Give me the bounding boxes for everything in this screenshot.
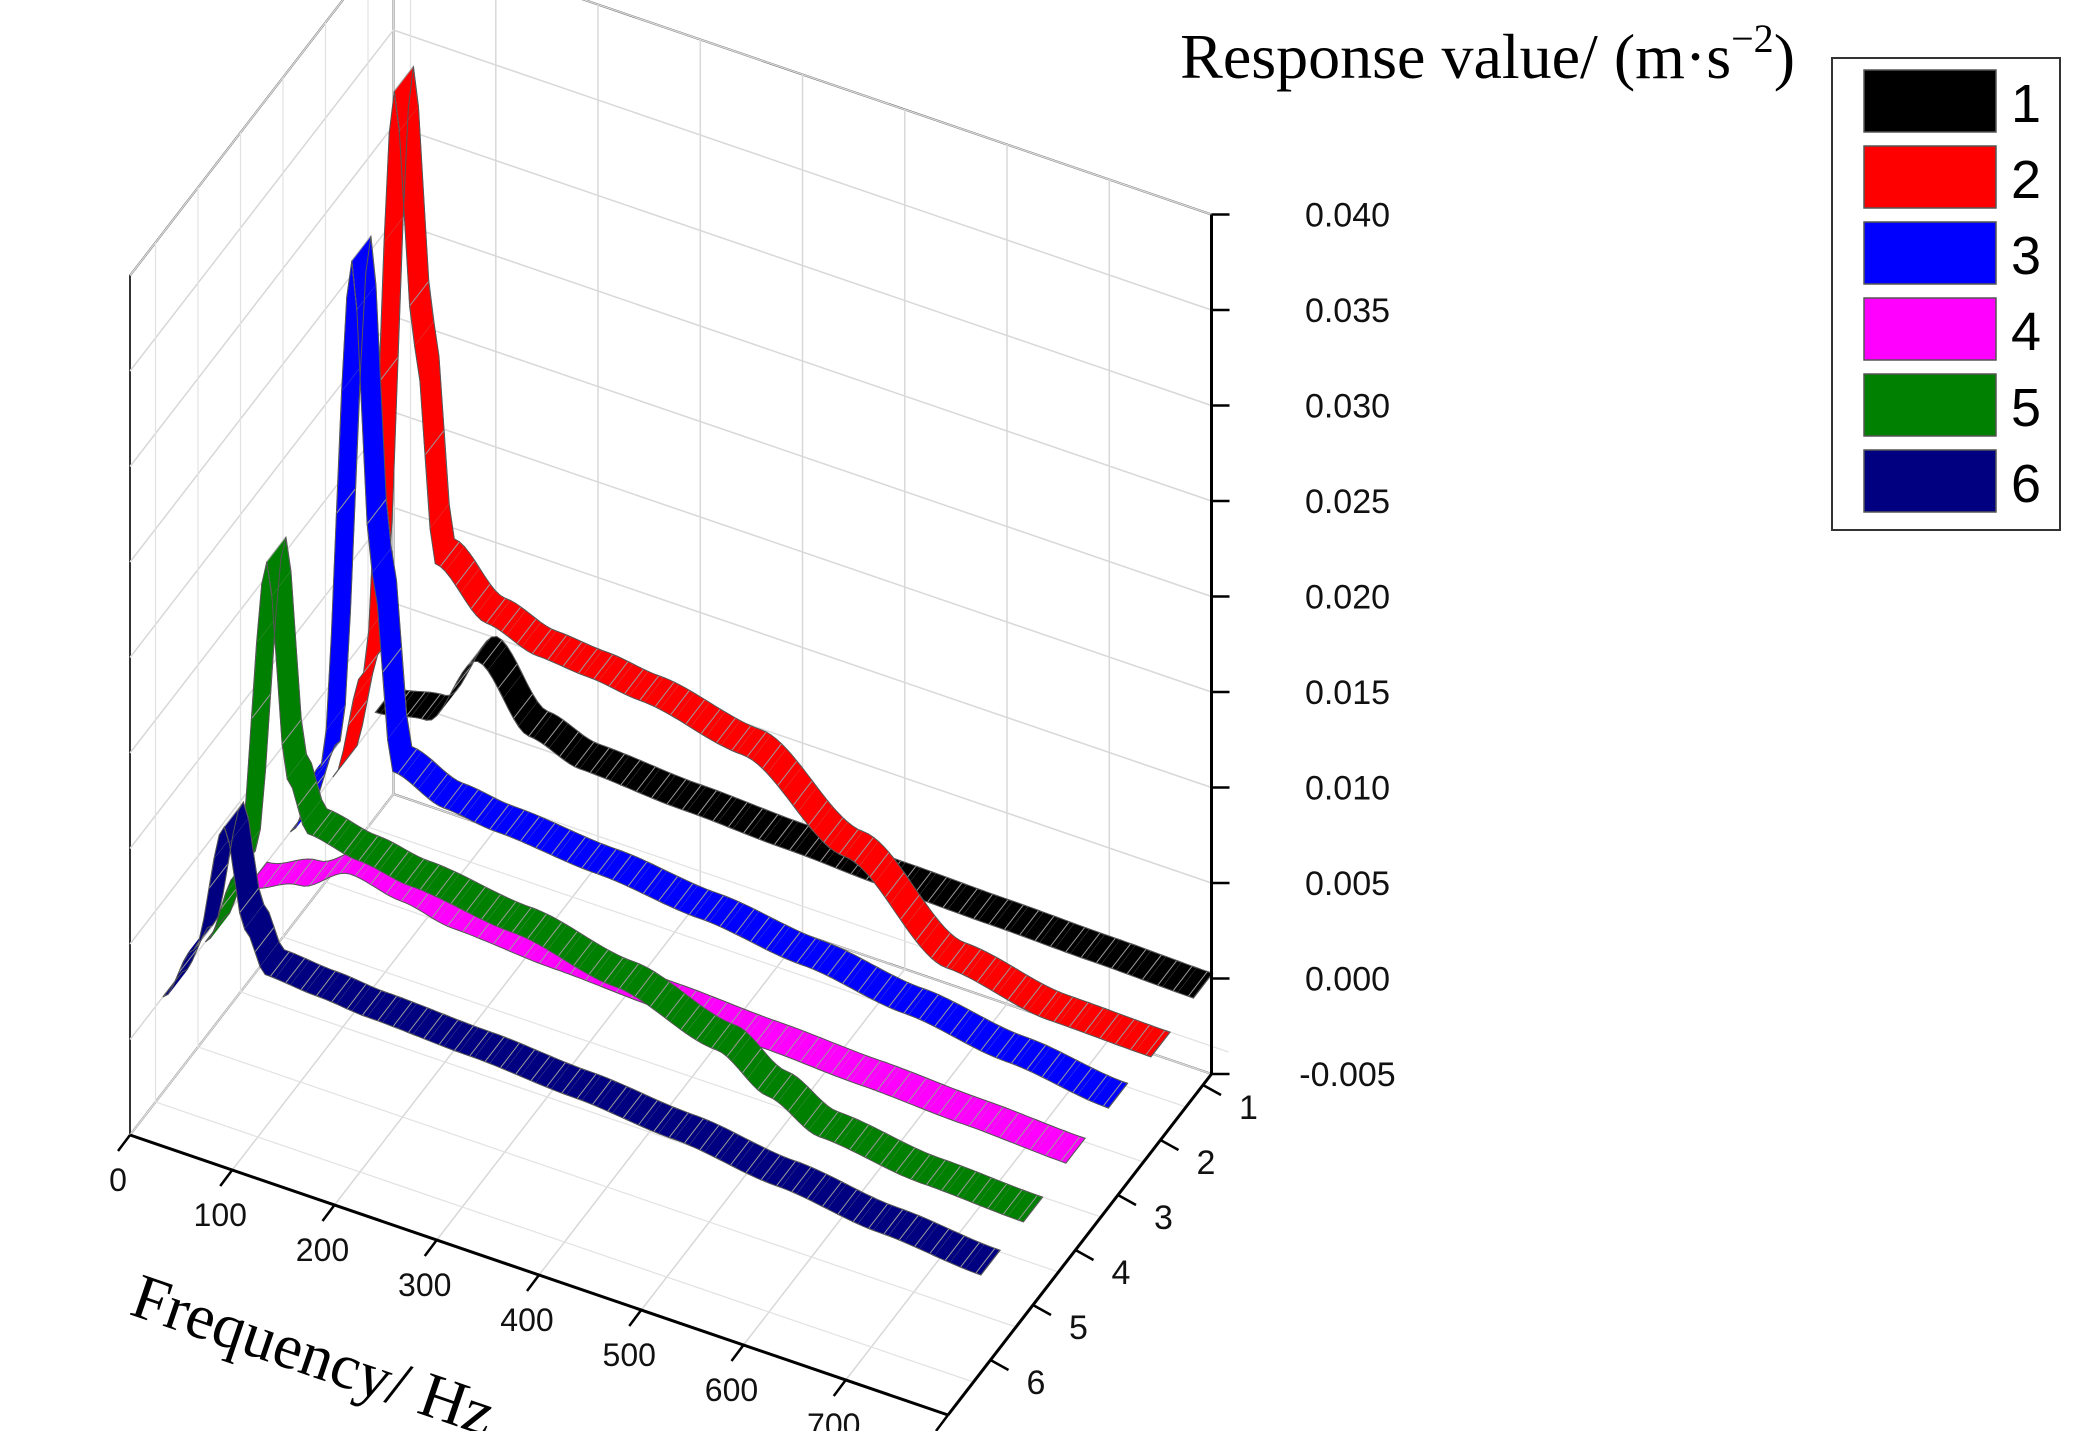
frequency-gridline bbox=[742, 144, 1008, 1346]
legend-label-2: 2 bbox=[2011, 150, 2041, 210]
x-tick-mark bbox=[219, 1169, 234, 1187]
x-tick-label: 400 bbox=[500, 1302, 553, 1338]
chart-legend: 1 2 3 4 5 6 bbox=[1831, 57, 2061, 531]
x-tick-label: 600 bbox=[705, 1372, 758, 1408]
legend-swatch-5 bbox=[1863, 373, 1997, 437]
ribbon-outline bbox=[162, 800, 1001, 1276]
x-tick-label: 700 bbox=[807, 1407, 860, 1431]
x-tick-mark bbox=[935, 1414, 949, 1431]
y-tick-label: 0.005 bbox=[1305, 865, 1390, 903]
z-tick-mark bbox=[1074, 1248, 1095, 1262]
y-tick-label: 0.040 bbox=[1305, 197, 1390, 235]
y-tick-label: 0.025 bbox=[1305, 483, 1390, 521]
chart-tick-labels: 0.040 0.035 0.030 0.025 0.020 0.015 0.010 0.005… bbox=[109, 197, 1396, 1431]
y-axis-title: Response value/ (m·s−2) bbox=[1180, 16, 1795, 92]
legend-label-1: 1 bbox=[2011, 74, 2041, 134]
y-tick-label: 0.015 bbox=[1305, 674, 1390, 712]
y-axis-title-close: ) bbox=[1774, 21, 1795, 92]
legend-label-5: 5 bbox=[2011, 378, 2041, 438]
ribbon-series-1 bbox=[374, 636, 1214, 999]
z-tick-label: 6 bbox=[1027, 1364, 1046, 1402]
ribbon-outline bbox=[374, 636, 1214, 999]
legend-label-4: 4 bbox=[2011, 302, 2041, 362]
legend-swatch-1 bbox=[1863, 69, 1997, 133]
z-tick-label: 1 bbox=[1239, 1089, 1258, 1127]
x-tick-mark bbox=[423, 1239, 438, 1257]
z-tick-mark bbox=[1202, 1083, 1222, 1097]
x-tick-mark bbox=[526, 1274, 540, 1292]
z-tick-label: 5 bbox=[1069, 1309, 1088, 1347]
x-tick-mark bbox=[628, 1309, 643, 1327]
value-gridline bbox=[129, 0, 1212, 276]
frequency-gridline bbox=[640, 109, 906, 1311]
y-tick-label: 0.020 bbox=[1305, 579, 1390, 617]
x-tick-label: 200 bbox=[296, 1232, 349, 1268]
y-tick-label: 0.000 bbox=[1305, 961, 1390, 999]
slot-gridline bbox=[197, 187, 1017, 1328]
ribbon-series-6 bbox=[162, 800, 1001, 1276]
x-tick-mark bbox=[730, 1344, 745, 1362]
x-tick-label: 300 bbox=[398, 1267, 451, 1303]
ribbon-outline bbox=[290, 235, 1129, 1109]
x-tick-mark bbox=[117, 1134, 131, 1152]
slot-gridline bbox=[154, 242, 974, 1383]
ribbon-series-2 bbox=[332, 65, 1171, 1058]
chart-axes bbox=[117, 213, 1230, 1431]
legend-swatch-3 bbox=[1863, 221, 1997, 285]
x-tick-mark bbox=[321, 1204, 336, 1222]
z-tick-label: 3 bbox=[1154, 1199, 1173, 1237]
legend-swatch-4 bbox=[1863, 297, 1997, 361]
x-tick-label: 500 bbox=[603, 1337, 656, 1373]
z-tick-mark bbox=[1159, 1138, 1180, 1152]
y-tick-label: 0.035 bbox=[1305, 292, 1390, 330]
legend-swatch-6 bbox=[1863, 449, 1997, 513]
legend-label-6: 6 bbox=[2011, 454, 2041, 514]
ribbon-outline bbox=[332, 66, 1171, 1058]
y-tick-label: -0.005 bbox=[1299, 1056, 1395, 1094]
legend-swatch-2 bbox=[1863, 145, 1997, 209]
y-axis-title-exponent: −2 bbox=[1731, 16, 1774, 61]
x-tick-label: 0 bbox=[109, 1162, 127, 1198]
legend-label-3: 3 bbox=[2011, 226, 2041, 286]
z-tick-mark bbox=[989, 1358, 1010, 1372]
z-axis-line bbox=[946, 1073, 1213, 1416]
z-tick-mark bbox=[1032, 1303, 1052, 1317]
x-tick-label: 100 bbox=[194, 1197, 247, 1233]
z-tick-label: 4 bbox=[1112, 1254, 1131, 1292]
chart-ribbons bbox=[162, 65, 1214, 1276]
y-tick-label: 0.010 bbox=[1305, 770, 1390, 808]
ribbon-series-3 bbox=[290, 234, 1129, 1109]
ribbon-outline bbox=[205, 536, 1044, 1223]
z-tick-label: 2 bbox=[1197, 1144, 1216, 1182]
x-tick-mark bbox=[832, 1379, 847, 1397]
z-tick-mark bbox=[1117, 1193, 1137, 1207]
y-axis-title-main: Response value/ (m·s bbox=[1180, 21, 1731, 92]
y-tick-label: 0.030 bbox=[1305, 388, 1390, 426]
